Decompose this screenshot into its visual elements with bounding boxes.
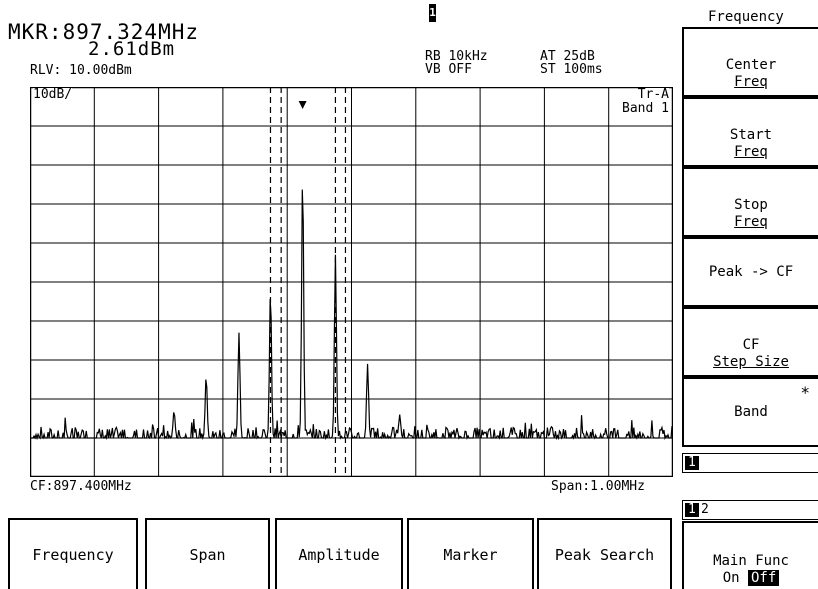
main-func-on: On <box>722 570 740 586</box>
marker-key[interactable]: Marker <box>407 518 534 589</box>
marker-level: 2.61dBm <box>88 38 176 60</box>
cf-step-label-1: CF <box>742 337 760 353</box>
stop-freq-label-2: Freq <box>734 214 768 230</box>
stop-freq-label-1: Stop <box>734 197 768 213</box>
resolution-bandwidth: RB 10kHz <box>425 49 488 64</box>
span-label: Span:1.00MHz <box>551 479 645 494</box>
video-bandwidth: VB OFF <box>425 62 472 77</box>
band-button[interactable]: * Band <box>682 377 818 447</box>
center-frequency-label: CF:897.400MHz <box>30 479 132 494</box>
band-label: Band 1 <box>622 101 669 116</box>
scale-label: 10dB/ <box>33 87 73 102</box>
band-label-text: Band <box>734 404 768 420</box>
frequency-key[interactable]: Frequency <box>8 518 138 589</box>
reference-level: RLV: 10.00dBm <box>30 63 132 78</box>
center-freq-label-1: Center <box>725 57 777 73</box>
main-func-label: Main Func <box>713 553 789 569</box>
start-freq-button[interactable]: Start Freq <box>682 97 818 167</box>
marker-channel-indicator: 1 <box>429 4 436 22</box>
sweep-time: ST 100ms <box>540 62 603 77</box>
span-key[interactable]: Span <box>145 518 270 589</box>
main-func-button[interactable]: Main Func On Off <box>682 521 818 589</box>
page-indicator-2: 1 2 <box>682 500 818 520</box>
page-indicator-2-next: 2 <box>701 502 709 517</box>
trace-label: Tr-A <box>637 87 669 102</box>
start-freq-label-1: Start <box>729 127 773 143</box>
center-freq-label-2: Freq <box>734 74 768 90</box>
menu-title: Frequency <box>708 9 784 25</box>
marker-triangle-icon <box>298 101 307 109</box>
amplitude-key-label: Amplitude <box>298 545 380 564</box>
stop-freq-button[interactable]: Stop Freq <box>682 167 818 237</box>
peak-search-key-label: Peak Search <box>554 545 655 564</box>
page-indicator-2-current: 1 <box>685 503 699 517</box>
peak-to-cf-button[interactable]: Peak -> CF <box>682 237 818 307</box>
spectrum-trace <box>30 189 673 441</box>
cf-step-size-button[interactable]: CF Step Size <box>682 307 818 377</box>
spectrum-graticule <box>30 87 673 477</box>
page-indicator-1: 1 <box>682 453 818 473</box>
attenuation: AT 25dB <box>540 49 595 64</box>
peak-to-cf-label: Peak -> CF <box>708 264 794 280</box>
span-key-label: Span <box>189 545 226 564</box>
marker-key-label: Marker <box>443 545 498 564</box>
cf-step-label-2: Step Size <box>713 354 789 370</box>
frequency-key-label: Frequency <box>32 545 114 564</box>
page-indicator-1-num: 1 <box>685 456 699 470</box>
center-freq-button[interactable]: Center Freq <box>682 27 818 97</box>
start-freq-label-2: Freq <box>734 144 768 160</box>
band-selected-mark: * <box>800 383 810 402</box>
main-func-off: Off <box>748 570 780 586</box>
peak-search-key[interactable]: Peak Search <box>537 518 672 589</box>
marker-frequency: MKR:897.324MHz <box>8 20 200 44</box>
amplitude-key[interactable]: Amplitude <box>275 518 403 589</box>
spectrum-plot[interactable]: 10dB/ Tr-A Band 1 <box>30 87 673 477</box>
